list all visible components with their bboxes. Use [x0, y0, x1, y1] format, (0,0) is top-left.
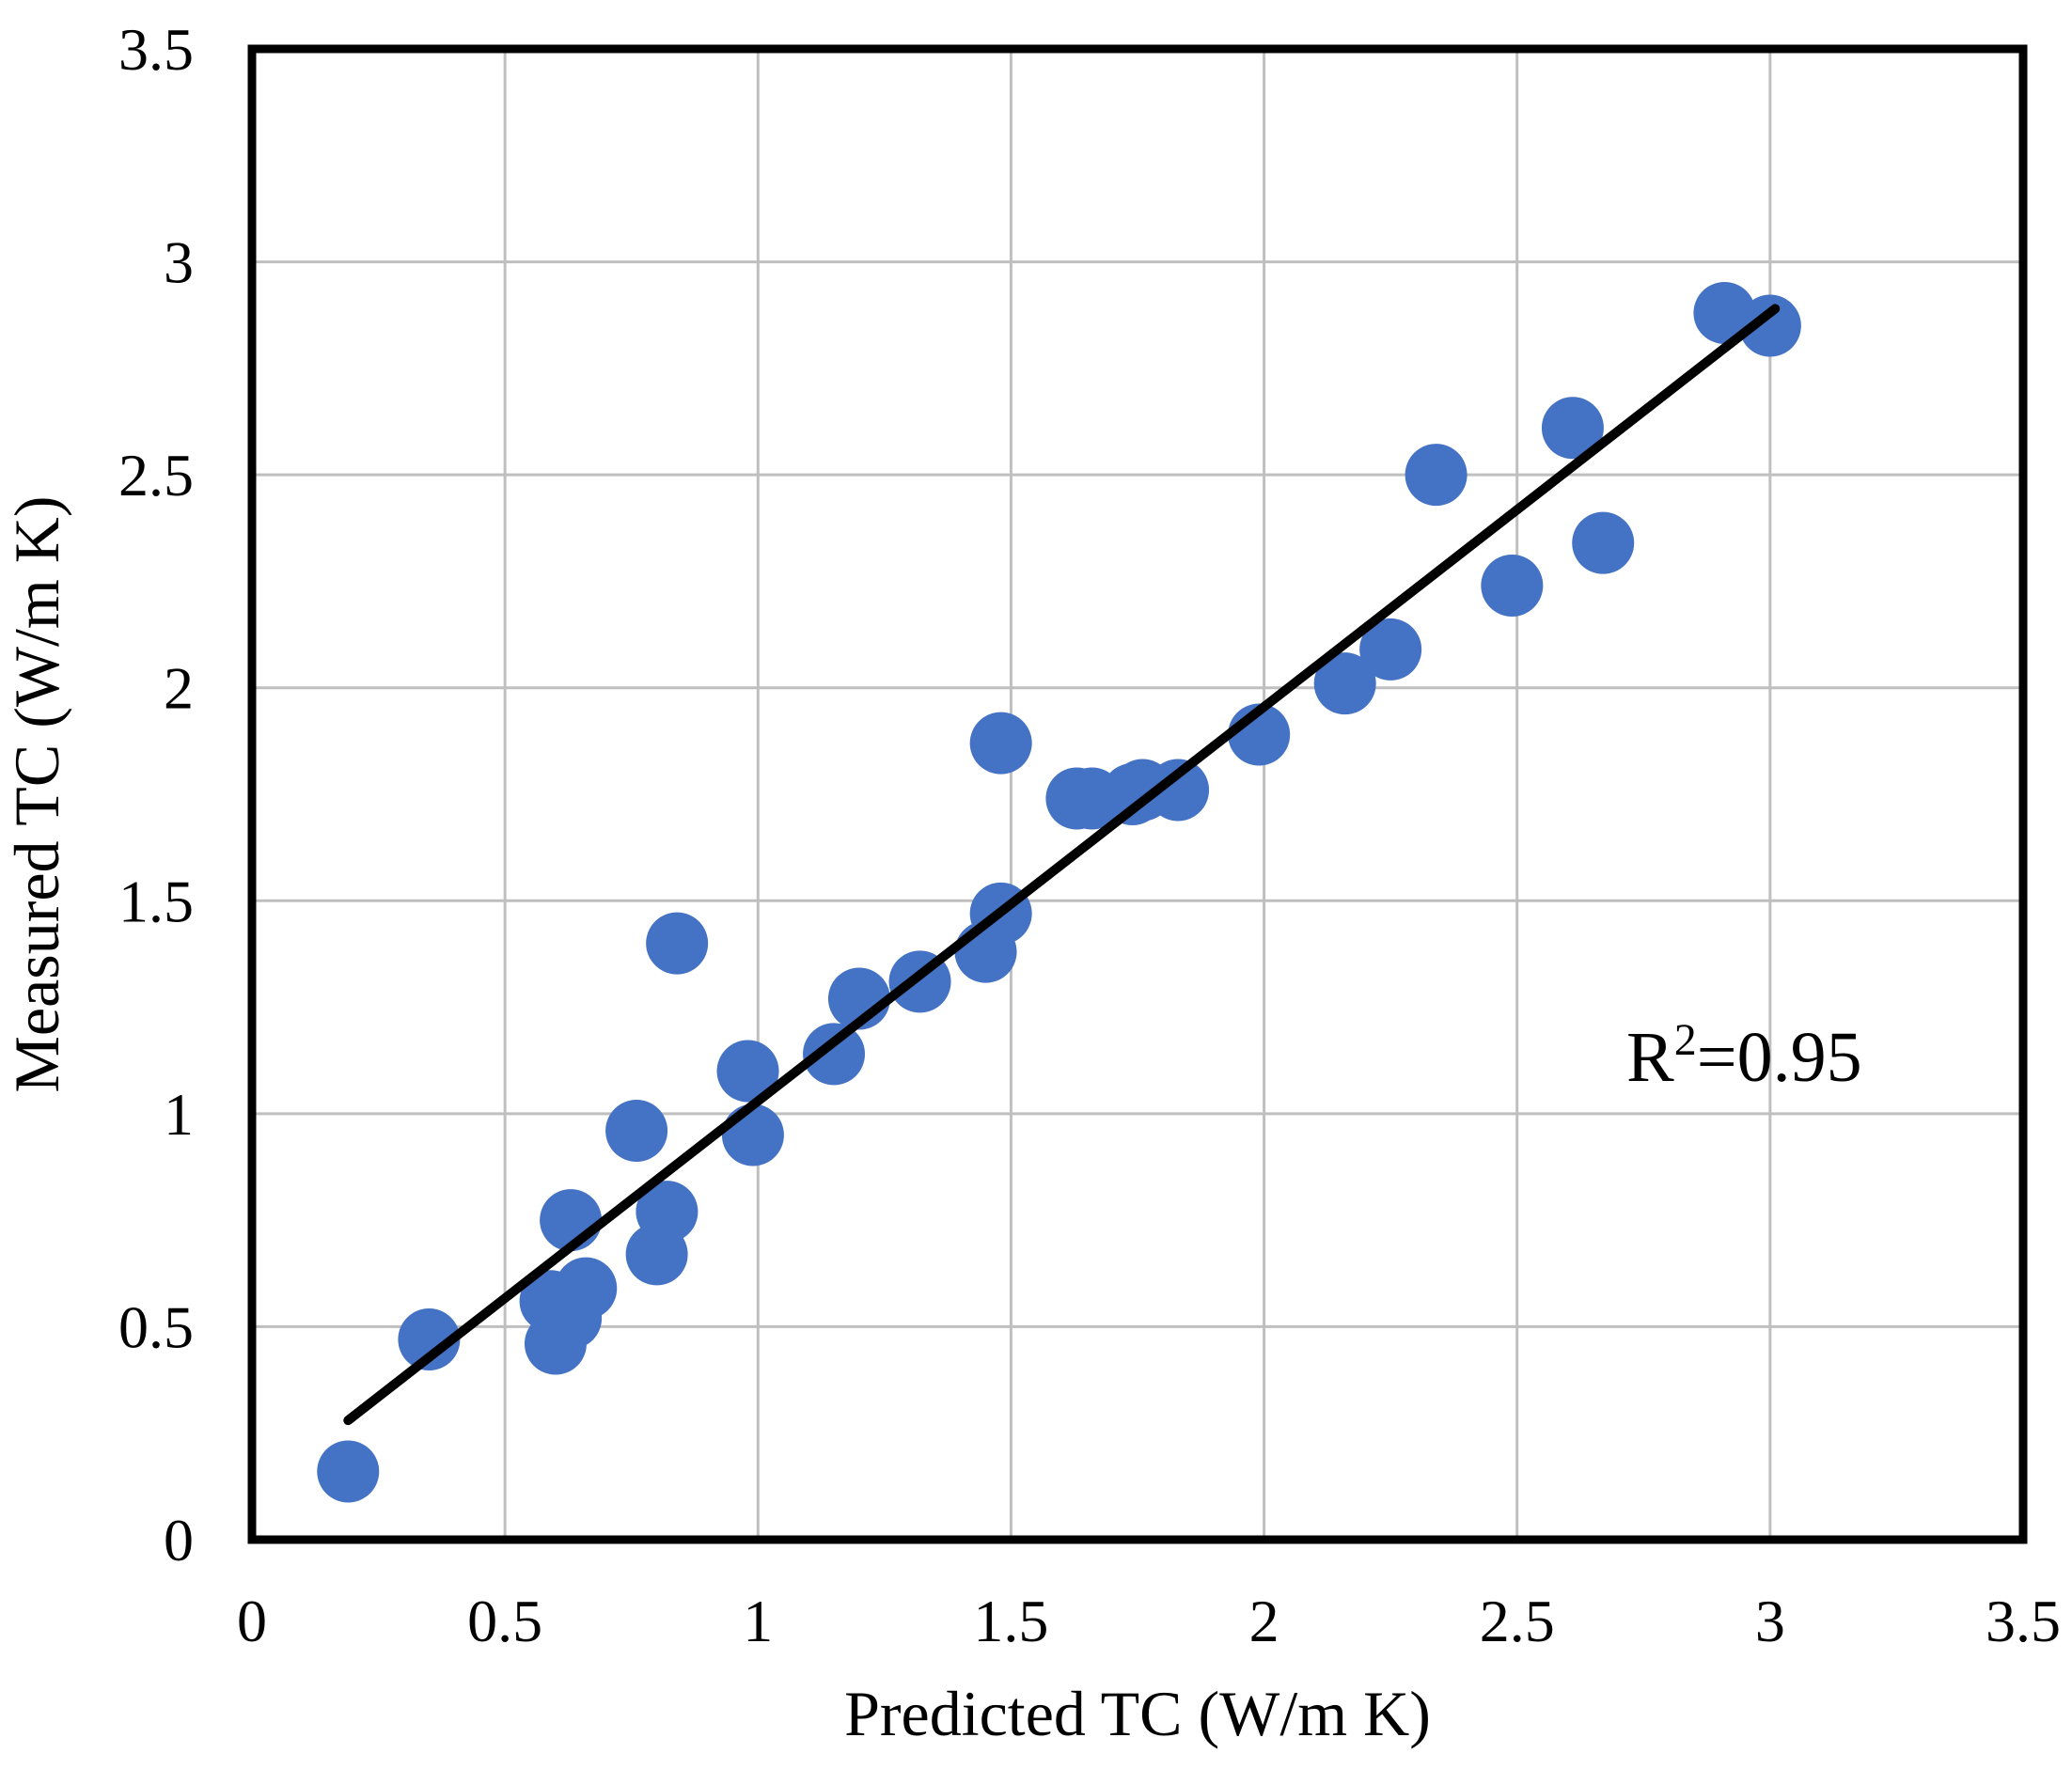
r-squared-value: =0.95 [1697, 1018, 1862, 1097]
y-tick-label: 0.5 [118, 1293, 194, 1360]
y-tick-label: 2.5 [118, 442, 194, 509]
data-point [716, 1040, 779, 1103]
y-tick-labels: 0 0.5 1 1.5 2 2.5 3 3.5 [118, 16, 194, 1573]
data-point [1359, 618, 1422, 681]
data-point [317, 1440, 380, 1503]
data-point [1405, 444, 1468, 507]
data-point [636, 1181, 699, 1244]
y-tick-label: 1 [164, 1081, 194, 1148]
data-point [398, 1308, 461, 1371]
y-tick-label: 3.5 [118, 16, 194, 83]
data-point [1572, 511, 1635, 574]
data-point [803, 1023, 866, 1086]
trendline [343, 304, 1781, 1426]
r-squared-base: R [1626, 1018, 1674, 1097]
x-tick-label: 3 [1755, 1588, 1785, 1654]
data-points [317, 281, 1801, 1503]
data-point [1738, 294, 1801, 357]
x-tick-label: 0.5 [467, 1588, 542, 1654]
y-tick-label: 1.5 [118, 868, 194, 934]
y-tick-label: 0 [164, 1507, 194, 1573]
plot-frame [247, 44, 2028, 1544]
data-point [1541, 397, 1604, 460]
grid-lines [250, 47, 2025, 1542]
y-tick-label: 2 [164, 655, 194, 722]
r-squared-annotation: R2=0.95 [1626, 1015, 1862, 1097]
r-squared-superscript: 2 [1674, 1015, 1697, 1065]
data-point [721, 1104, 784, 1166]
x-tick-label: 1 [743, 1588, 773, 1654]
data-point [555, 1257, 618, 1320]
x-tick-label: 2 [1249, 1588, 1279, 1654]
x-tick-label: 1.5 [973, 1588, 1048, 1654]
data-point [1313, 652, 1376, 715]
x-tick-label: 3.5 [1986, 1588, 2061, 1654]
trendline-group [343, 304, 1781, 1426]
data-point [1147, 759, 1210, 822]
y-axis-title: Measured TC (W/m K) [1, 495, 72, 1092]
data-point [646, 912, 709, 975]
data-point [605, 1099, 668, 1162]
x-tick-label: 2.5 [1480, 1588, 1555, 1654]
data-point [1481, 554, 1544, 617]
x-tick-label: 0 [237, 1588, 267, 1654]
x-tick-labels: 0 0.5 1 1.5 2 2.5 3 3.5 [237, 1588, 2061, 1654]
x-axis-title: Predicted TC (W/m K) [844, 1678, 1431, 1749]
data-point [969, 712, 1032, 775]
y-tick-label: 3 [164, 229, 194, 296]
